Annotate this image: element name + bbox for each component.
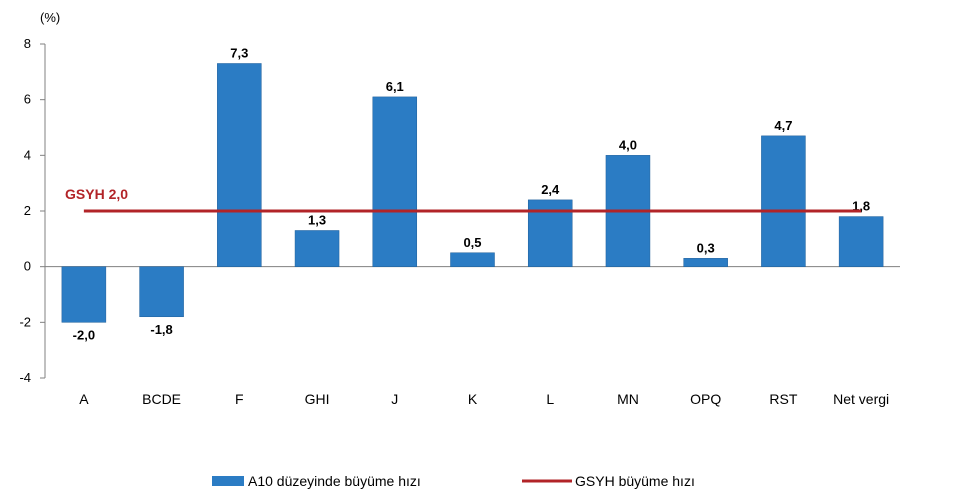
x-category-label: BCDE — [142, 391, 181, 407]
y-tick-label: 0 — [24, 259, 31, 274]
bar-f — [217, 63, 262, 267]
bar-net-vergi — [838, 216, 884, 267]
x-category-label: RST — [769, 391, 797, 407]
y-unit-label: (%) — [40, 10, 60, 25]
data-label: 6,1 — [386, 79, 404, 94]
y-tick-label: -4 — [19, 370, 31, 385]
x-category-label: L — [546, 391, 554, 407]
gsyh-reference-label: GSYH 2,0 — [65, 186, 128, 202]
bar-bcde — [139, 266, 184, 318]
bar-k — [450, 252, 495, 267]
y-tick-label: 2 — [24, 203, 31, 218]
data-label: 7,3 — [230, 45, 248, 60]
x-category-label: K — [468, 391, 478, 407]
y-tick-label: 6 — [24, 92, 31, 107]
data-label: 1,3 — [308, 212, 326, 227]
bar-opq — [683, 258, 728, 267]
x-category-label: J — [391, 391, 398, 407]
data-label: -1,8 — [150, 322, 172, 337]
x-category-label: OPQ — [690, 391, 721, 407]
x-category-label: MN — [617, 391, 639, 407]
data-label: 0,3 — [697, 240, 715, 255]
x-category-label: A — [79, 391, 89, 407]
data-label: 2,4 — [541, 182, 560, 197]
data-label: 4,7 — [774, 118, 792, 133]
bar-j — [372, 96, 418, 267]
data-label: -2,0 — [73, 327, 95, 342]
bar-a — [61, 266, 107, 323]
x-category-label: Net vergi — [833, 391, 889, 407]
data-label: 0,5 — [463, 235, 481, 250]
data-label: 4,0 — [619, 137, 637, 152]
x-category-label: GHI — [305, 391, 330, 407]
legend-bar-swatch — [212, 476, 244, 486]
legend-line-label: GSYH büyüme hızı — [575, 473, 695, 489]
x-category-label: F — [235, 391, 244, 407]
bar-ghi — [294, 230, 340, 267]
legend-bar-label: A10 düzeyinde büyüme hızı — [248, 473, 421, 489]
y-tick-label: -2 — [19, 314, 31, 329]
y-tick-label: 8 — [24, 36, 31, 51]
bar-rst — [761, 135, 806, 267]
y-tick-label: 4 — [24, 147, 31, 162]
